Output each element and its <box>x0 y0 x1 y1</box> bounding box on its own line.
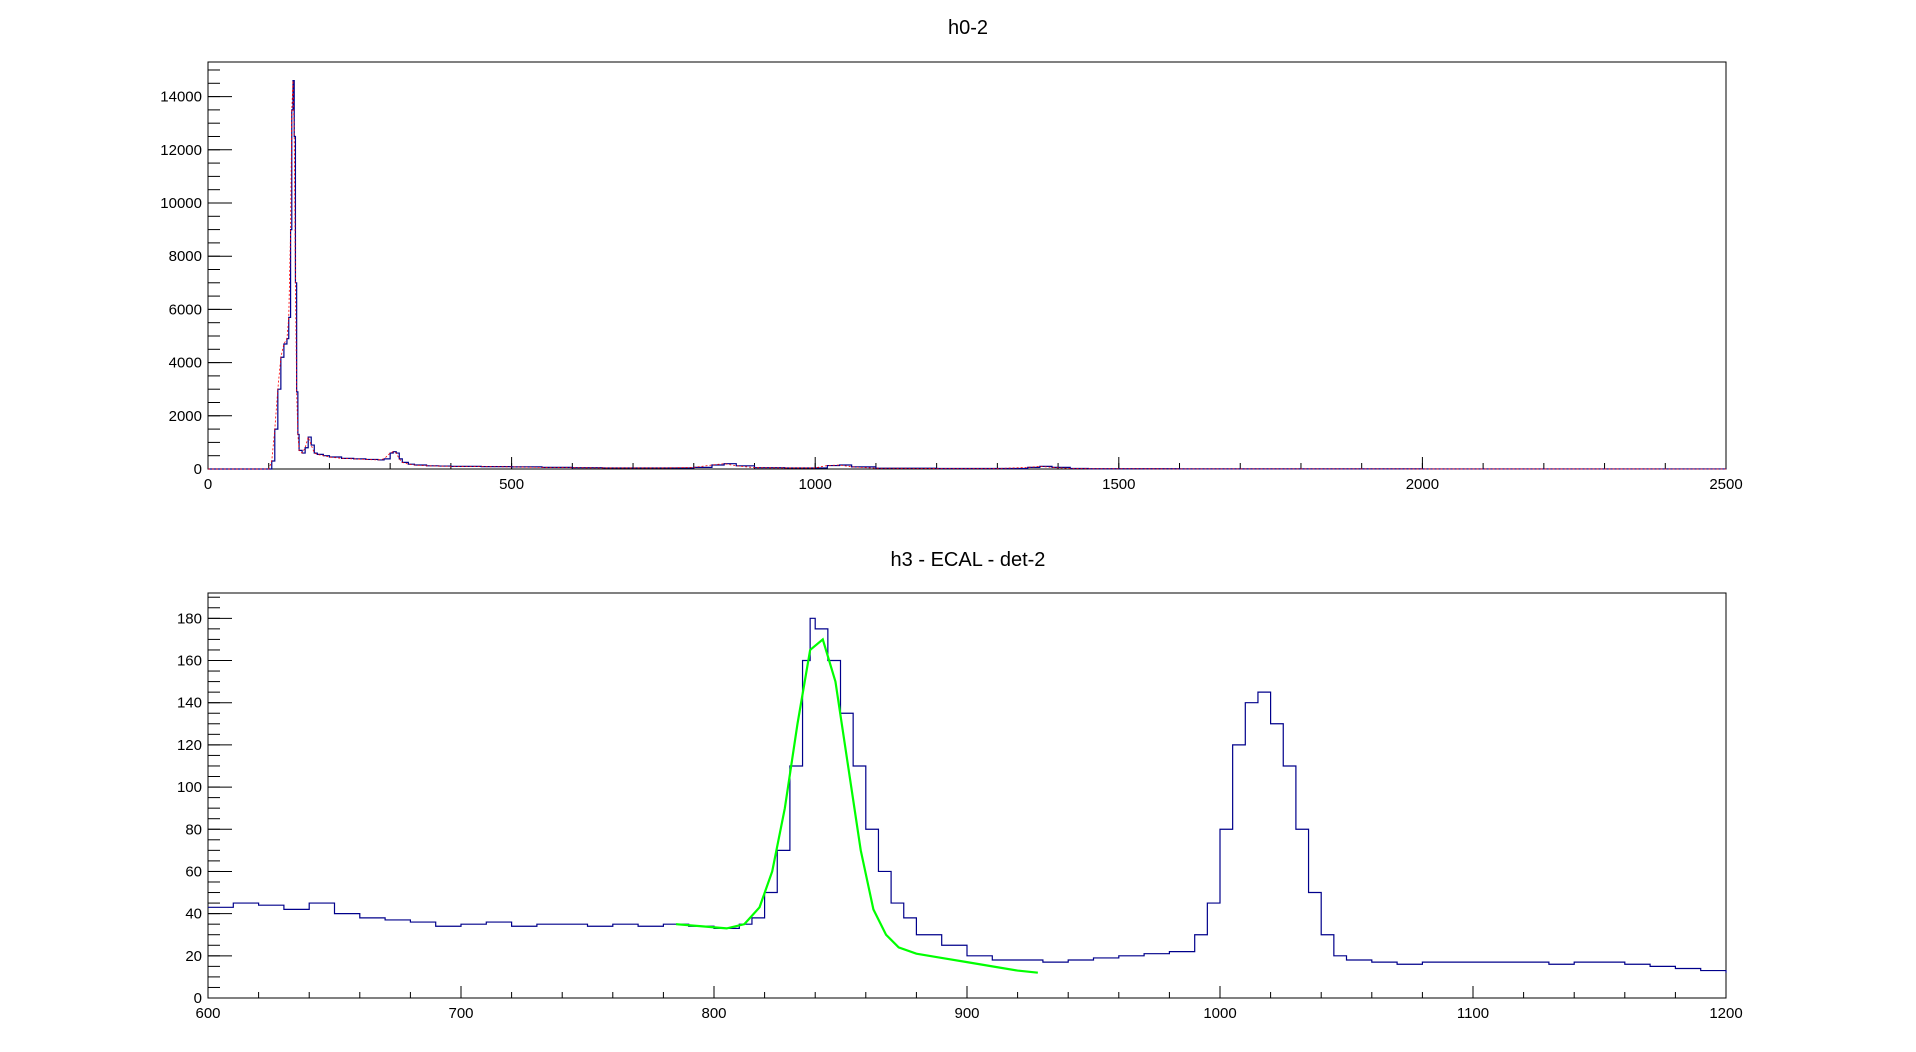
y-tick-label: 160 <box>177 653 202 670</box>
histogram-panel-h0-2: h0-2 0 500 1000 1500 2000 2500 0 2000 4000 6000 80… <box>160 17 1742 493</box>
axes: 0 500 1000 1500 2000 2500 0 2000 4000 6000 8000 100… <box>160 69 1743 493</box>
x-tick-label: 1500 <box>1102 476 1135 493</box>
histogram-line <box>208 80 1727 470</box>
histogram-panel-h3-ecal-det-2: h3 - ECAL - det-2 600 700 800 900 1000 1100 12… <box>177 549 1743 1022</box>
y-tick-label: 2000 <box>169 408 202 425</box>
y-tick-label: 8000 <box>169 248 202 265</box>
y-tick-label: 120 <box>177 737 202 754</box>
y-tick-label: 14000 <box>160 89 202 106</box>
chart-title: h3 - ECAL - det-2 <box>891 549 1046 571</box>
y-tick-label: 4000 <box>169 355 202 372</box>
y-tick-label: 0 <box>194 990 202 1007</box>
y-tick-label: 10000 <box>160 195 202 212</box>
x-tick-label: 1200 <box>1709 1005 1742 1022</box>
y-tick-label: 140 <box>177 695 202 712</box>
plot-frame <box>207 592 1727 999</box>
x-tick-label: 700 <box>448 1005 473 1022</box>
fit-curve <box>675 637 1038 974</box>
y-tick-label: 0 <box>194 461 202 478</box>
histogram-series <box>208 617 1727 974</box>
x-tick-label: 600 <box>195 1005 220 1022</box>
y-tick-label: 20 <box>185 948 202 965</box>
x-tick-label: 1000 <box>1203 1005 1236 1022</box>
histogram-series <box>208 80 1727 470</box>
y-tick-label: 60 <box>185 863 202 880</box>
plot-frame <box>207 61 1727 470</box>
y-tick-label: 100 <box>177 779 202 796</box>
x-tick-label: 0 <box>204 476 212 493</box>
y-tick-label: 180 <box>177 610 202 627</box>
x-tick-label: 900 <box>954 1005 979 1022</box>
histogram-line <box>208 617 1727 973</box>
x-tick-label: 1000 <box>799 476 832 493</box>
x-tick-label: 500 <box>499 476 524 493</box>
x-tick-label: 800 <box>701 1005 726 1022</box>
x-tick-label: 2500 <box>1709 476 1742 493</box>
y-tick-label: 6000 <box>169 301 202 318</box>
axes: 600 700 800 900 1000 1100 1200 0 20 40 60 80 100 120 1… <box>177 596 1743 1022</box>
overlay-line <box>208 80 1727 470</box>
y-tick-label: 40 <box>185 906 202 923</box>
x-tick-label: 2000 <box>1406 476 1439 493</box>
chart-title: h0-2 <box>948 17 988 39</box>
y-tick-label: 80 <box>185 821 202 838</box>
x-tick-label: 1100 <box>1457 1005 1489 1022</box>
y-tick-label: 12000 <box>160 142 202 159</box>
